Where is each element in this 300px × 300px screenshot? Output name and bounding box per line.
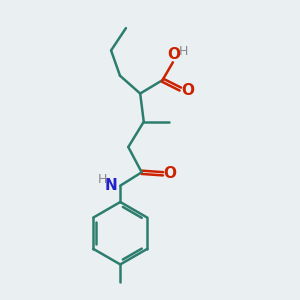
Text: H: H — [179, 44, 188, 58]
Text: O: O — [164, 166, 176, 181]
Text: N: N — [104, 178, 117, 193]
Text: O: O — [168, 47, 181, 62]
Text: H: H — [98, 172, 107, 186]
Text: O: O — [181, 83, 194, 98]
